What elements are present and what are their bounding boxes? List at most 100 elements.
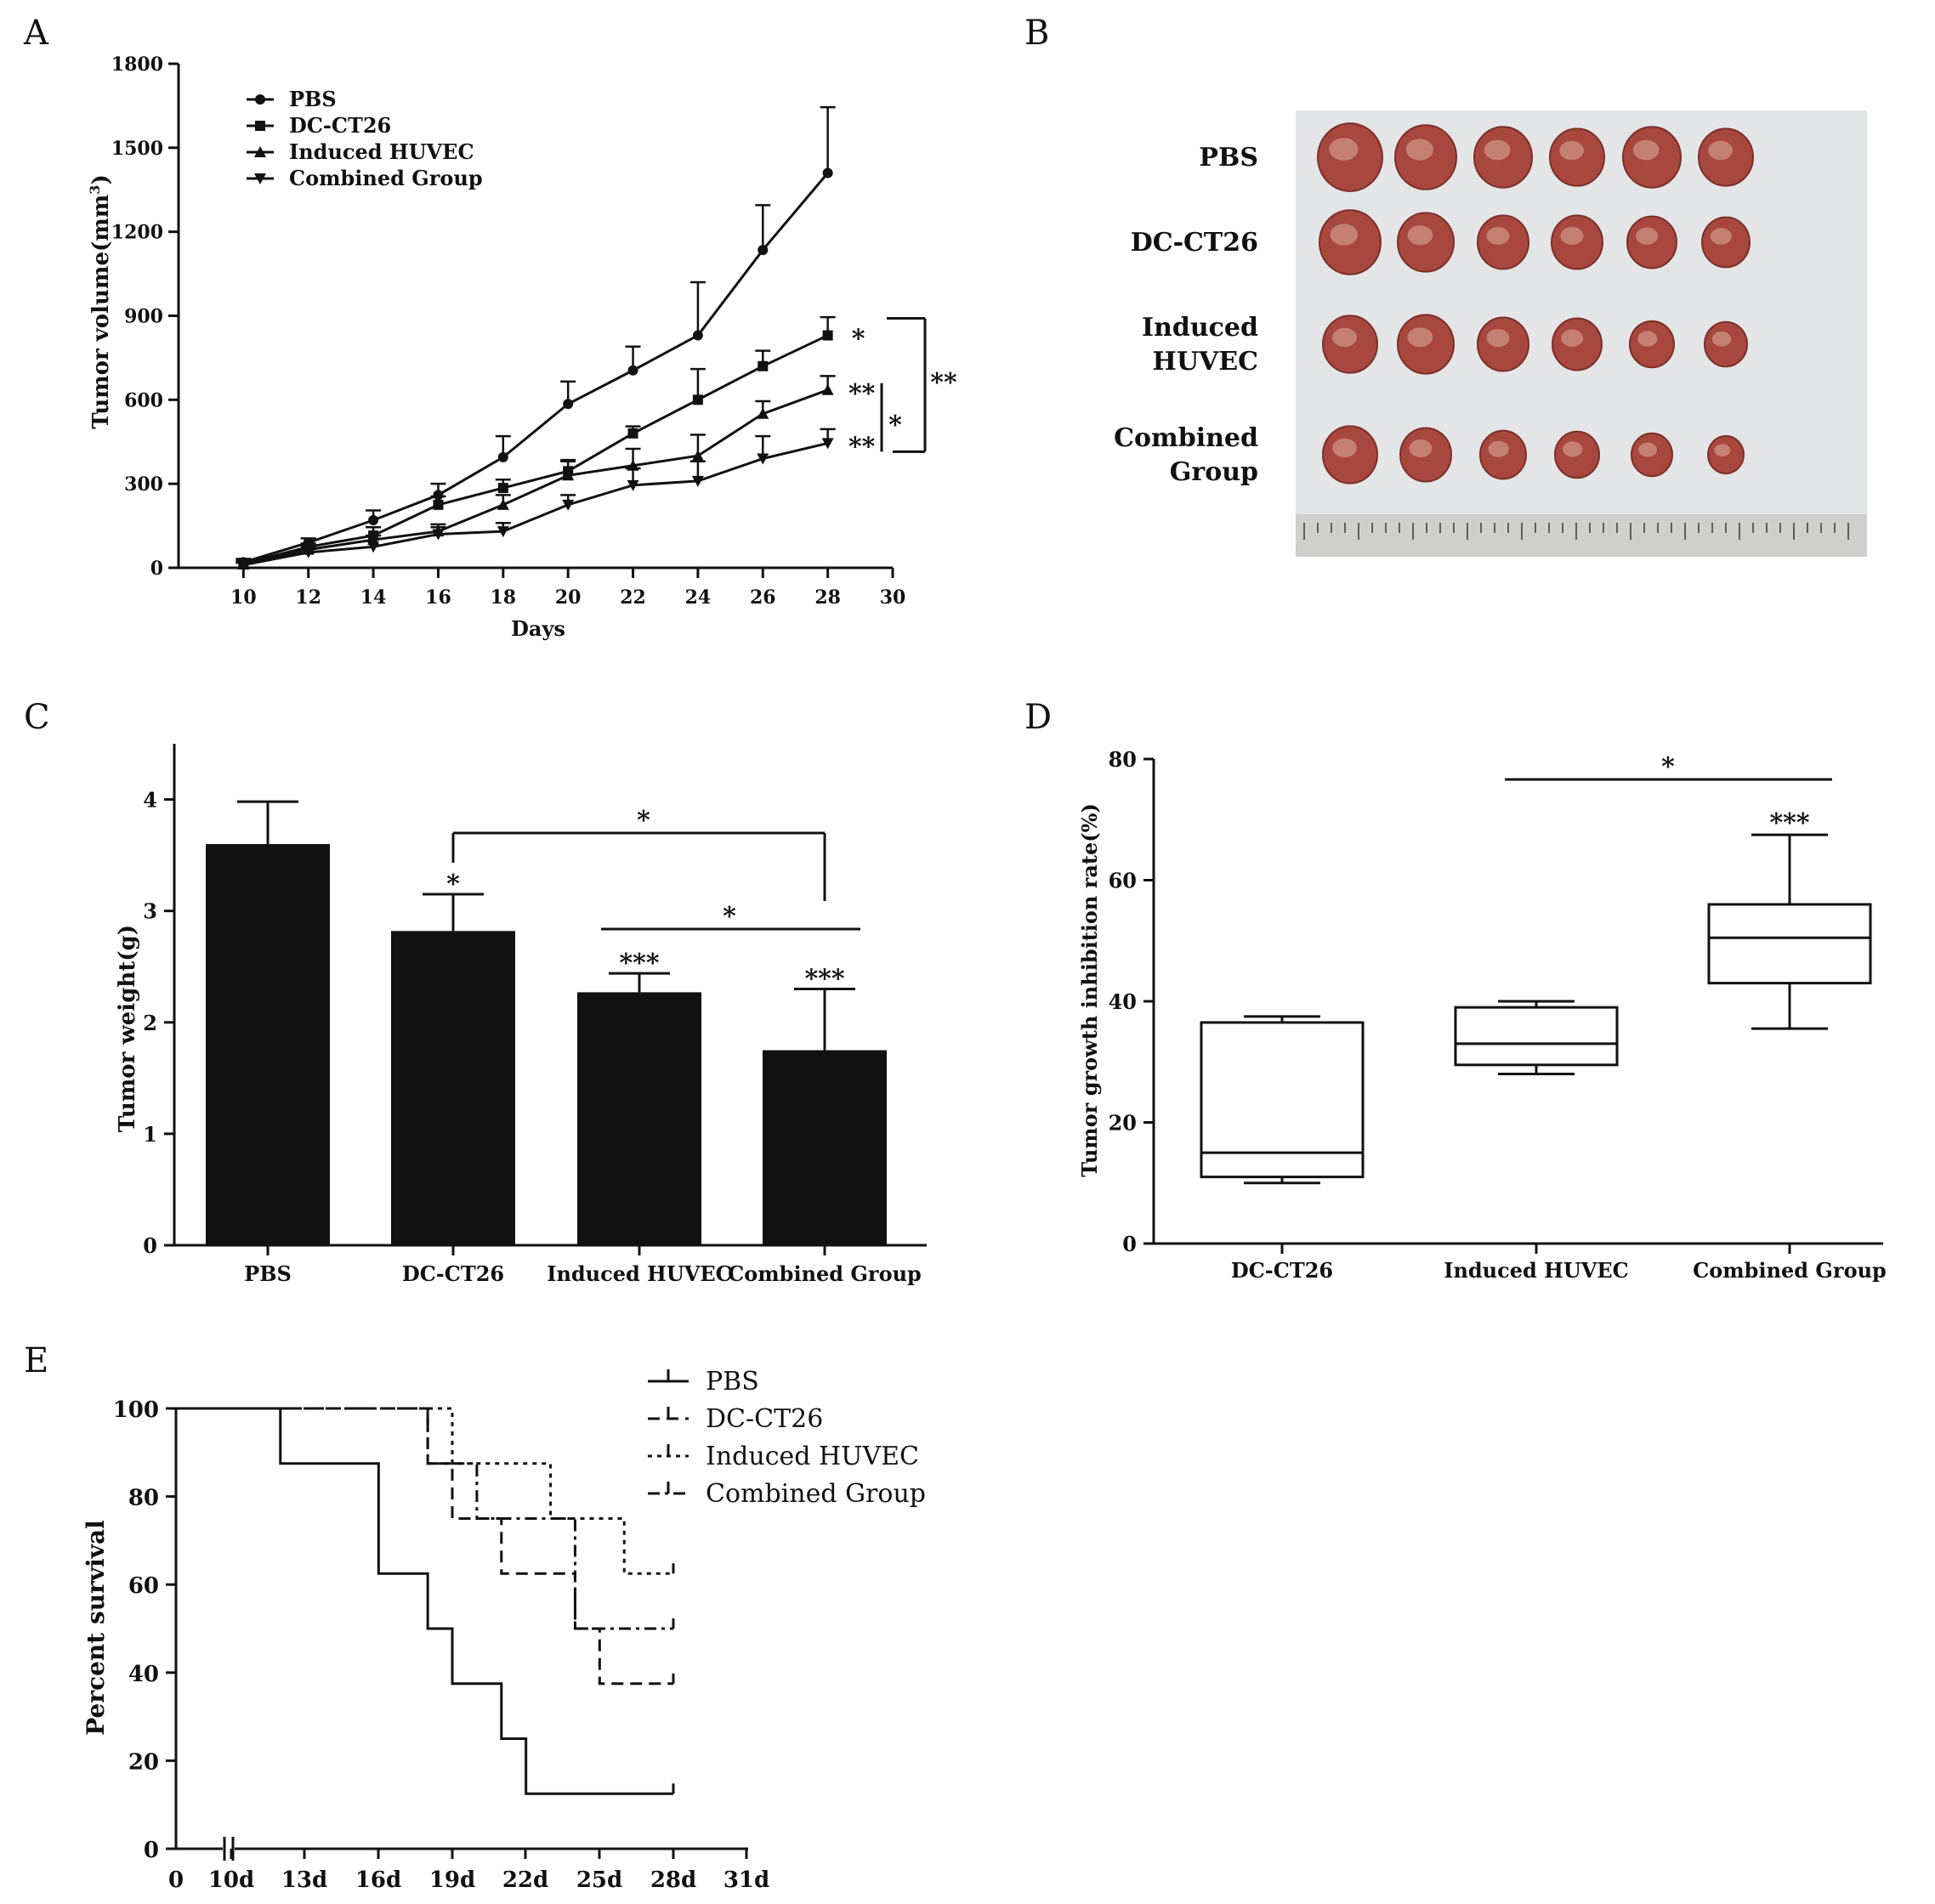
y-tick-label: 2 [143, 1011, 157, 1035]
series-line [243, 388, 829, 566]
x-tick-label: 19d [429, 1867, 475, 1893]
x-tick-label: Induced HUVEC [1444, 1258, 1629, 1283]
panel-a-ylabel: Tumor volume(mm3) [87, 174, 114, 429]
bar-sig-label: *** [619, 949, 659, 978]
tumor-highlight [1407, 327, 1433, 348]
x-tick-label: Combined Group [1693, 1258, 1887, 1283]
x-tick-label: 20 [555, 586, 582, 609]
legend-label: DC-CT26 [706, 1404, 823, 1434]
data-point [562, 469, 575, 481]
y-tick-label: 1200 [111, 222, 163, 244]
series-line [242, 334, 829, 565]
legend-label: Combined Group [706, 1479, 926, 1509]
x-tick-label: 10d [208, 1867, 254, 1893]
legend-marker [255, 121, 265, 131]
legend-label: Induced HUVEC [706, 1442, 919, 1471]
data-point [433, 490, 444, 501]
x-tick-label: 14 [360, 586, 387, 609]
x-tick-label: DC-CT26 [402, 1261, 504, 1286]
data-point [758, 360, 769, 371]
panel-label-e: E [24, 1341, 48, 1380]
data-point [497, 526, 509, 538]
tumor-highlight [1711, 332, 1732, 347]
x-tick-label: PBS [244, 1261, 292, 1286]
tumor-highlight [1561, 329, 1584, 347]
x-tick-label: 22d [502, 1867, 548, 1893]
sig-annotation: * [852, 325, 865, 354]
photo-row-label: HUVEC [1152, 347, 1258, 377]
panel-label-b: B [1024, 14, 1049, 53]
tumor-highlight [1329, 138, 1359, 161]
y-tick-label: 20 [1109, 1111, 1137, 1136]
y-tick-label: 1500 [111, 138, 163, 160]
x-tick-label: 30 [880, 586, 906, 609]
x-tick-label: DC-CT26 [1231, 1258, 1333, 1283]
x-tick-label: 10 [230, 586, 257, 609]
data-point [432, 529, 445, 541]
data-point [757, 453, 769, 465]
y-tick-label: 3 [143, 899, 157, 924]
photo-row-label: PBS [1199, 143, 1258, 173]
photo-ruler [1296, 514, 1867, 557]
bar [206, 844, 330, 1245]
data-point [822, 330, 833, 341]
y-tick-label: 4 [143, 788, 157, 813]
photo-row-label: Induced [1142, 313, 1258, 343]
x-tick-label: 28d [650, 1867, 696, 1893]
tumor-highlight [1637, 331, 1658, 347]
data-point [627, 365, 638, 376]
series-line [242, 172, 829, 564]
data-point [692, 330, 703, 341]
data-point [497, 483, 508, 494]
panel-a-xlabel: Days [511, 616, 565, 641]
bar [577, 992, 701, 1245]
survival-curve [176, 1407, 673, 1630]
tumor-highlight [1332, 438, 1357, 458]
tumor-highlight [1488, 440, 1509, 457]
tumor-highlight [1632, 139, 1660, 161]
panel-label-d: D [1024, 698, 1052, 737]
y-tick-label: 40 [1109, 989, 1137, 1014]
data-point [691, 450, 704, 462]
box-sig-label: *** [1769, 808, 1809, 838]
panel-label-a: A [23, 14, 49, 53]
y-tick-label: 60 [128, 1573, 159, 1599]
data-point [627, 428, 638, 439]
panel-a-line-chart: Tumor volume(mm3) Days 0 300 600 900 1200 150… [87, 54, 957, 641]
tumor-highlight [1638, 442, 1657, 457]
legend-label: Combined Group [289, 166, 483, 190]
data-point [758, 245, 769, 256]
panel-c-bar-chart: Tumor weight(g) 0 1 2 3 4 PBS * DC-CT26 *** Induc… [115, 744, 927, 1286]
data-point [692, 394, 703, 405]
tumor-highlight [1405, 139, 1434, 161]
y-tick-label: 20 [128, 1749, 159, 1775]
tumor-highlight [1407, 225, 1433, 246]
tumor-highlight [1484, 139, 1511, 161]
bar-sig-label: * [446, 870, 460, 899]
data-point [563, 399, 574, 410]
x-tick-label: 13d [281, 1867, 327, 1893]
data-point [757, 407, 769, 419]
data-point [433, 499, 444, 510]
x-tick-label: 12 [295, 586, 321, 609]
x-tick-label: Combined Group [728, 1261, 922, 1286]
y-tick-label: 300 [124, 473, 163, 496]
panel-e-ylabel: Percent survival [82, 1520, 110, 1736]
data-point [822, 167, 833, 178]
y-tick-label: 900 [124, 306, 163, 328]
x-tick-label: 25d [576, 1867, 622, 1893]
panel-d-box-plot: Tumor growth inhibition rate(%) 0 20 40 60 8… [1077, 747, 1887, 1283]
tumor-highlight [1486, 227, 1510, 245]
data-point [497, 451, 508, 462]
sig-annotation: ** [848, 379, 876, 409]
sig-annotation: * [888, 411, 902, 440]
y-tick-label: 80 [1109, 747, 1137, 772]
sig-annotation: ** [930, 368, 957, 398]
y-tick-label: 60 [1109, 869, 1137, 893]
bar [763, 1050, 887, 1245]
x-tick-label: 31d [723, 1867, 769, 1893]
y-tick-label: 600 [124, 389, 163, 411]
tumor-highlight [1708, 140, 1733, 161]
tumor-highlight [1714, 444, 1731, 457]
